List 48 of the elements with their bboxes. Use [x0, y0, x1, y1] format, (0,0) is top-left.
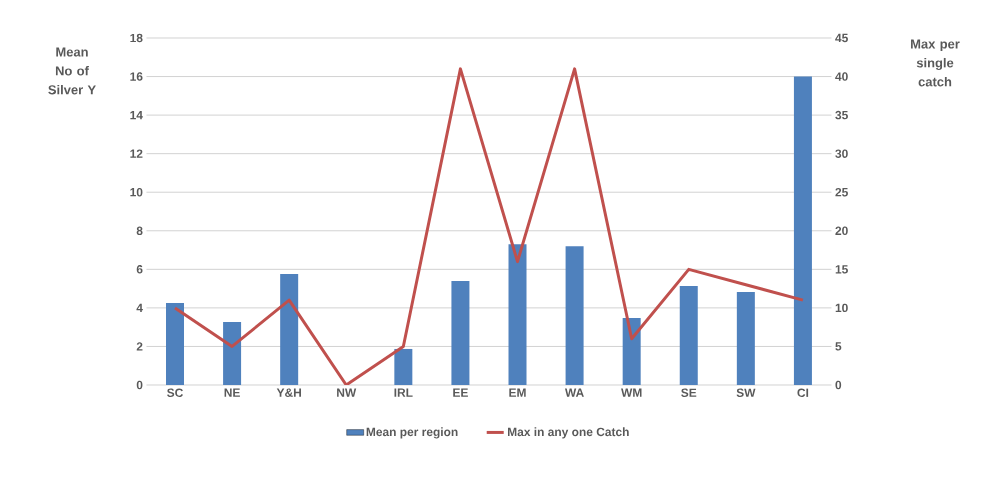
y-tick-label: 14: [130, 111, 143, 120]
line-series: [173, 67, 805, 385]
bar: [451, 280, 470, 385]
x-tick-label: IRL: [394, 388, 413, 397]
bar: [280, 273, 299, 385]
bar: [793, 76, 812, 385]
x-tick-label: Y&H: [276, 388, 301, 397]
y2-tick-label: 10: [835, 303, 848, 313]
bar: [166, 303, 184, 385]
y2-tick-label: 15: [835, 265, 848, 274]
y2-tick-label: 40: [835, 72, 848, 81]
y-axis-title: Mean No of Silver Y: [48, 47, 96, 95]
y2-tick-label: 30: [835, 149, 848, 158]
y-tick-label: 4: [136, 303, 143, 312]
y2-tick-label: 5: [835, 342, 842, 351]
bar: [736, 292, 755, 385]
legend-label: Mean per region: [366, 427, 458, 439]
x-tick-label: SC: [167, 388, 183, 397]
legend-label: Max in any one Catch: [508, 427, 629, 439]
x-tick-label: NW: [337, 388, 357, 397]
y-tick-label: 8: [136, 226, 143, 235]
x-tick-label: NE: [224, 388, 240, 397]
y-tick-label: 6: [136, 265, 143, 274]
y2-tick-label: 35: [835, 110, 848, 120]
bar: [223, 321, 242, 385]
x-tick-label: SE: [681, 388, 697, 397]
y-tick-label: 12: [130, 149, 143, 158]
bar: [508, 244, 527, 385]
y2-tick-label: 0: [835, 380, 842, 390]
x-tick-label: EM: [509, 388, 526, 397]
x-tick-label: CI: [797, 388, 809, 397]
y2-axis-title: Max per single catch: [911, 39, 960, 87]
x-tick-label: WA: [564, 388, 584, 397]
y2-tick-label: 20: [835, 226, 848, 235]
y-tick-label: 2: [136, 342, 143, 351]
y2-tick-label: 45: [835, 33, 848, 43]
y-tick-label: 10: [130, 187, 143, 197]
x-tick-label: EE: [453, 388, 468, 397]
y-tick-label: 16: [130, 72, 143, 81]
bar: [622, 318, 641, 385]
y-tick-label: 18: [130, 33, 143, 43]
y-tick-label: 0: [136, 380, 143, 390]
y2-tick-label: 25: [835, 187, 848, 197]
bar: [565, 246, 584, 385]
bar: [394, 348, 413, 385]
x-tick-label: WM: [621, 388, 642, 397]
x-tick-label: SW: [736, 388, 756, 397]
bar: [679, 286, 698, 385]
